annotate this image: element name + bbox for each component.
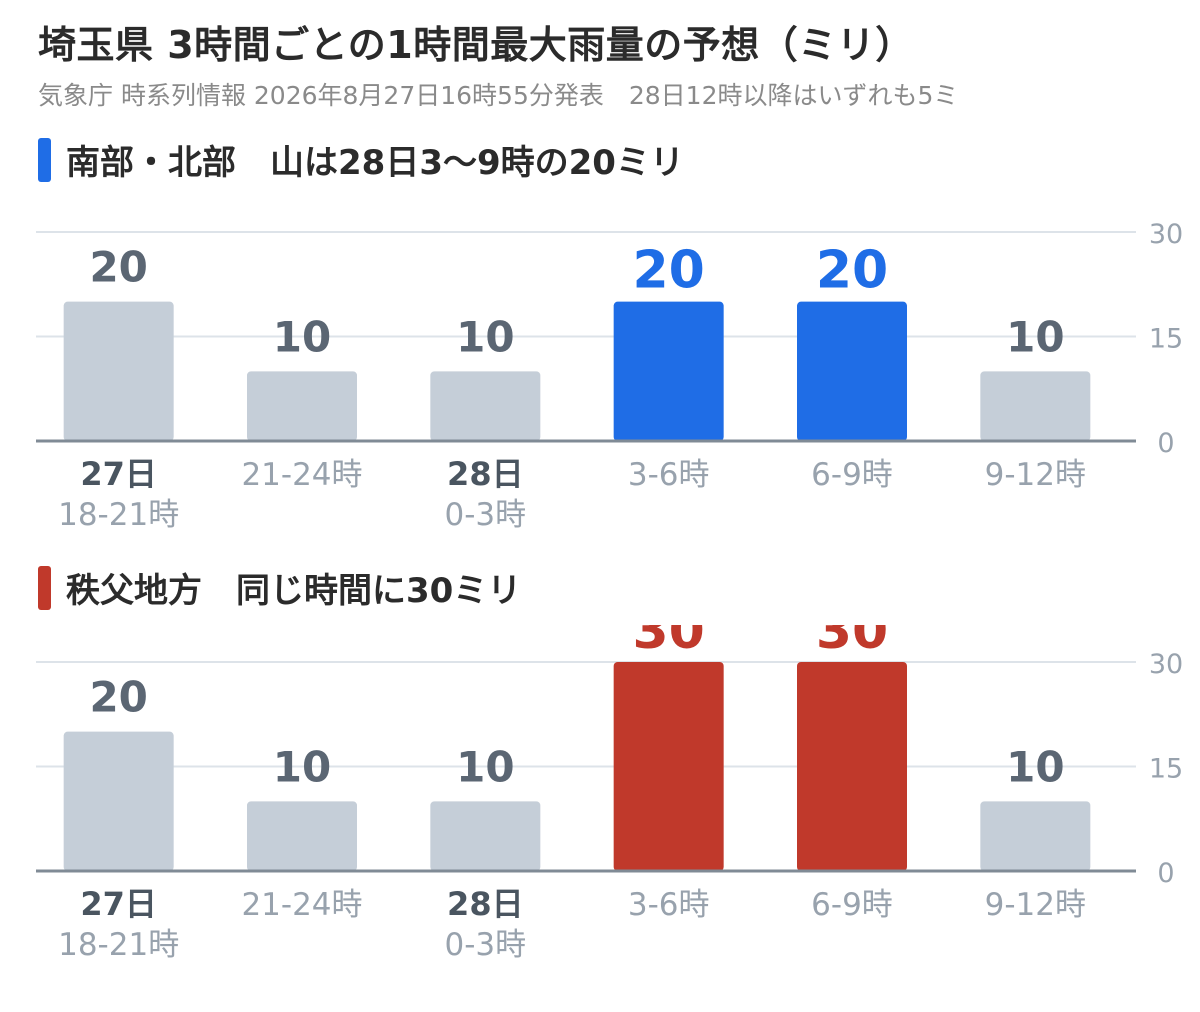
x-tick-label-time: 0-3時	[445, 497, 527, 533]
section-heading-text: 南部・北部 山は28日3〜9時の20ミリ	[66, 143, 684, 183]
bar	[430, 371, 541, 441]
x-tick-label-day: 27日	[80, 455, 157, 493]
data-label: 10	[273, 742, 331, 791]
data-label: 10	[456, 312, 514, 361]
data-label: 20	[89, 673, 147, 722]
chart-chichibu-svg: 0 15 30 20 27日 18-21時 10 21-24時 10 28日 0-3時 30 3-6時 3…	[36, 625, 1183, 963]
bar	[797, 301, 907, 441]
section-heading-text: 秩父地方 同じ時間に30ミリ	[66, 571, 522, 611]
chart-south-north-svg: 0 15 30 20 27日 18-21時 10 21-24時 10 28日 0-3時 20 3-6時 2…	[36, 219, 1183, 533]
y-tick-label: 0	[1157, 428, 1174, 459]
y-tick-label: 0	[1157, 858, 1174, 889]
data-label: 10	[1006, 742, 1064, 791]
data-label: 20	[632, 241, 704, 301]
x-tick-label-time: 3-6時	[628, 887, 710, 923]
x-tick-label-time: 21-24時	[241, 887, 362, 923]
section-heading-chichibu: 秩父地方 同じ時間に30ミリ	[38, 563, 521, 612]
bar	[430, 801, 541, 871]
x-tick-label-time: 9-12時	[985, 457, 1086, 493]
chart-title: 埼玉県 3時間ごとの1時間最大雨量の予想（ミリ）	[38, 23, 914, 67]
x-tick-label-time: 0-3時	[445, 927, 527, 963]
x-tick-label-day: 28日	[447, 455, 524, 493]
x-tick-label-day: 27日	[80, 885, 157, 923]
bar	[63, 731, 174, 871]
chart-south-north: 0 15 30 20 27日 18-21時 10 21-24時 10 28日 0-3時 20 3-6時 2…	[0, 195, 1200, 545]
x-tick-label-time: 21-24時	[241, 457, 362, 493]
bar	[980, 371, 1091, 441]
chart-subtitle: 気象庁 時系列情報 2026年8月27日16時55分発表 28日12時以降はいず…	[38, 81, 959, 110]
section-marker	[38, 565, 51, 610]
y-tick-label: 30	[1149, 219, 1183, 250]
data-label: 10	[456, 742, 514, 791]
y-tick-label: 15	[1149, 754, 1183, 785]
x-tick-label-time: 6-9時	[811, 887, 893, 923]
chart-chichibu: 0 15 30 20 27日 18-21時 10 21-24時 10 28日 0-3時 30 3-6時 3…	[0, 625, 1200, 975]
y-tick-label: 30	[1149, 649, 1183, 680]
x-tick-label-time: 9-12時	[985, 887, 1086, 923]
bar	[613, 301, 724, 441]
bar	[797, 662, 907, 871]
data-label: 30	[816, 625, 888, 661]
bar	[613, 662, 724, 871]
section-heading-south-north: 南部・北部 山は28日3〜9時の20ミリ	[38, 135, 684, 184]
x-tick-label-day: 28日	[447, 885, 524, 923]
bar	[247, 801, 357, 871]
data-label: 30	[632, 625, 704, 661]
bar	[980, 801, 1091, 871]
data-label: 20	[89, 243, 147, 292]
x-tick-label-time: 3-6時	[628, 457, 710, 493]
bar	[63, 301, 174, 441]
section-marker	[38, 137, 51, 182]
x-tick-label-time: 6-9時	[811, 457, 893, 493]
data-label: 10	[1006, 312, 1064, 361]
data-label: 20	[816, 241, 888, 301]
x-tick-label-time: 18-21時	[58, 927, 179, 963]
bar	[247, 371, 357, 441]
y-tick-label: 15	[1149, 324, 1183, 355]
data-label: 10	[273, 312, 331, 361]
x-tick-label-time: 18-21時	[58, 497, 179, 533]
